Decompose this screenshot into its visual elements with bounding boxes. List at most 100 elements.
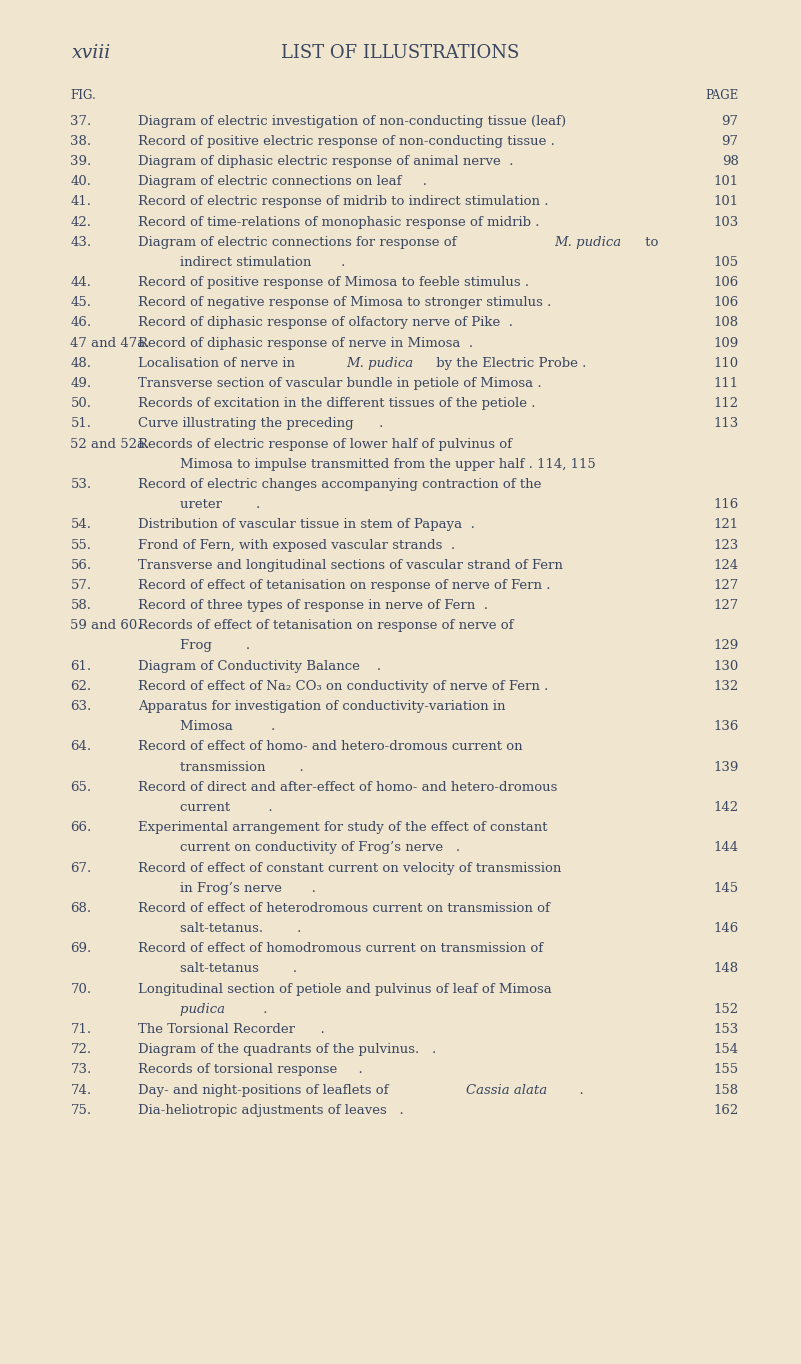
Text: salt-tetanus        .: salt-tetanus . <box>180 963 297 975</box>
Text: 71.: 71. <box>70 1023 91 1037</box>
Text: Record of diphasic response of nerve in Mimosa  .: Record of diphasic response of nerve in … <box>138 337 473 349</box>
Text: 112: 112 <box>714 397 739 411</box>
Text: 132: 132 <box>713 679 739 693</box>
Text: Record of effect of tetanisation on response of nerve of Fern .: Record of effect of tetanisation on resp… <box>138 578 550 592</box>
Text: Transverse and longitudinal sections of vascular strand of Fern: Transverse and longitudinal sections of … <box>138 559 562 572</box>
Text: 73.: 73. <box>70 1064 92 1076</box>
Text: 148: 148 <box>714 963 739 975</box>
Text: 129: 129 <box>713 640 739 652</box>
Text: 49.: 49. <box>70 376 91 390</box>
Text: 106: 106 <box>713 276 739 289</box>
Text: 98: 98 <box>722 155 739 168</box>
Text: 46.: 46. <box>70 316 91 330</box>
Text: The Torsional Recorder      .: The Torsional Recorder . <box>138 1023 324 1037</box>
Text: Record of positive response of Mimosa to feeble stimulus .: Record of positive response of Mimosa to… <box>138 276 529 289</box>
Text: 56.: 56. <box>70 559 91 572</box>
Text: 55.: 55. <box>70 539 91 551</box>
Text: 69.: 69. <box>70 943 92 955</box>
Text: FIG.: FIG. <box>70 89 96 102</box>
Text: 152: 152 <box>714 1003 739 1016</box>
Text: Records of effect of tetanisation on response of nerve of: Records of effect of tetanisation on res… <box>138 619 513 633</box>
Text: 116: 116 <box>713 498 739 512</box>
Text: Record of effect of homodromous current on transmission of: Record of effect of homodromous current … <box>138 943 543 955</box>
Text: Distribution of vascular tissue in stem of Papaya  .: Distribution of vascular tissue in stem … <box>138 518 475 532</box>
Text: Longitudinal section of petiole and pulvinus of leaf of Mimosa: Longitudinal section of petiole and pulv… <box>138 982 552 996</box>
Text: 154: 154 <box>714 1043 739 1056</box>
Text: Curve illustrating the preceding      .: Curve illustrating the preceding . <box>138 417 383 431</box>
Text: 103: 103 <box>713 216 739 229</box>
Text: Record of effect of homo- and hetero-dromous current on: Record of effect of homo- and hetero-dro… <box>138 741 522 753</box>
Text: salt-tetanus.        .: salt-tetanus. . <box>180 922 302 936</box>
Text: 121: 121 <box>714 518 739 532</box>
Text: 61.: 61. <box>70 660 91 672</box>
Text: 155: 155 <box>714 1064 739 1076</box>
Text: to: to <box>641 236 658 248</box>
Text: 101: 101 <box>714 195 739 209</box>
Text: Record of negative response of Mimosa to stronger stimulus .: Record of negative response of Mimosa to… <box>138 296 551 310</box>
Text: 127: 127 <box>713 578 739 592</box>
Text: pudica         .: pudica . <box>180 1003 268 1016</box>
Text: Records of electric response of lower half of pulvinus of: Records of electric response of lower ha… <box>138 438 512 450</box>
Text: Diagram of Conductivity Balance    .: Diagram of Conductivity Balance . <box>138 660 381 672</box>
Text: Record of positive electric response of non-conducting tissue .: Record of positive electric response of … <box>138 135 554 147</box>
Text: transmission        .: transmission . <box>180 761 304 773</box>
Text: 72.: 72. <box>70 1043 91 1056</box>
Text: current         .: current . <box>180 801 273 814</box>
Text: LIST OF ILLUSTRATIONS: LIST OF ILLUSTRATIONS <box>281 44 520 61</box>
Text: 136: 136 <box>713 720 739 734</box>
Text: Day- and night-positions of leaflets of: Day- and night-positions of leaflets of <box>138 1083 392 1097</box>
Text: Experimental arrangement for study of the effect of constant: Experimental arrangement for study of th… <box>138 821 547 835</box>
Text: 47 and 47a.: 47 and 47a. <box>70 337 150 349</box>
Text: .: . <box>571 1083 584 1097</box>
Text: 57.: 57. <box>70 578 91 592</box>
Text: 162: 162 <box>713 1103 739 1117</box>
Text: 144: 144 <box>714 842 739 854</box>
Text: Frog        .: Frog . <box>180 640 251 652</box>
Text: 59 and 60.: 59 and 60. <box>70 619 142 633</box>
Text: PAGE: PAGE <box>705 89 739 102</box>
Text: 58.: 58. <box>70 599 91 612</box>
Text: 110: 110 <box>714 357 739 370</box>
Text: 64.: 64. <box>70 741 91 753</box>
Text: 42.: 42. <box>70 216 91 229</box>
Text: Localisation of nerve in: Localisation of nerve in <box>138 357 299 370</box>
Text: M. pudica: M. pudica <box>554 236 622 248</box>
Text: 40.: 40. <box>70 175 91 188</box>
Text: Record of three types of response in nerve of Fern  .: Record of three types of response in ner… <box>138 599 488 612</box>
Text: 66.: 66. <box>70 821 92 835</box>
Text: Record of diphasic response of olfactory nerve of Pike  .: Record of diphasic response of olfactory… <box>138 316 513 330</box>
Text: 37.: 37. <box>70 115 92 128</box>
Text: Diagram of diphasic electric response of animal nerve  .: Diagram of diphasic electric response of… <box>138 155 513 168</box>
Text: Record of effect of constant current on velocity of transmission: Record of effect of constant current on … <box>138 862 562 874</box>
Text: by the Electric Probe .: by the Electric Probe . <box>433 357 587 370</box>
Text: current on conductivity of Frog’s nerve   .: current on conductivity of Frog’s nerve … <box>180 842 461 854</box>
Text: Diagram of electric connections on leaf     .: Diagram of electric connections on leaf … <box>138 175 427 188</box>
Text: 41.: 41. <box>70 195 91 209</box>
Text: Apparatus for investigation of conductivity-variation in: Apparatus for investigation of conductiv… <box>138 700 505 713</box>
Text: 43.: 43. <box>70 236 91 248</box>
Text: 75.: 75. <box>70 1103 91 1117</box>
Text: M. pudica: M. pudica <box>346 357 413 370</box>
Text: ureter        .: ureter . <box>180 498 260 512</box>
Text: 74.: 74. <box>70 1083 91 1097</box>
Text: 97: 97 <box>722 135 739 147</box>
Text: xviii: xviii <box>72 44 111 61</box>
Text: Frond of Fern, with exposed vascular strands  .: Frond of Fern, with exposed vascular str… <box>138 539 455 551</box>
Text: 50.: 50. <box>70 397 91 411</box>
Text: 146: 146 <box>713 922 739 936</box>
Text: Record of time-relations of monophasic response of midrib .: Record of time-relations of monophasic r… <box>138 216 539 229</box>
Text: 54.: 54. <box>70 518 91 532</box>
Text: Transverse section of vascular bundle in petiole of Mimosa .: Transverse section of vascular bundle in… <box>138 376 541 390</box>
Text: 123: 123 <box>713 539 739 551</box>
Text: Mimosa to impulse transmitted from the upper half . 114, 115: Mimosa to impulse transmitted from the u… <box>180 458 596 471</box>
Text: 127: 127 <box>713 599 739 612</box>
Text: 109: 109 <box>713 337 739 349</box>
Text: 38.: 38. <box>70 135 91 147</box>
Text: 51.: 51. <box>70 417 91 431</box>
Text: in Frog’s nerve       .: in Frog’s nerve . <box>180 881 316 895</box>
Text: 108: 108 <box>714 316 739 330</box>
Text: 130: 130 <box>713 660 739 672</box>
Text: Records of excitation in the different tissues of the petiole .: Records of excitation in the different t… <box>138 397 535 411</box>
Text: indirect stimulation       .: indirect stimulation . <box>180 256 345 269</box>
Text: Record of direct and after-effect of homo- and hetero-dromous: Record of direct and after-effect of hom… <box>138 780 557 794</box>
